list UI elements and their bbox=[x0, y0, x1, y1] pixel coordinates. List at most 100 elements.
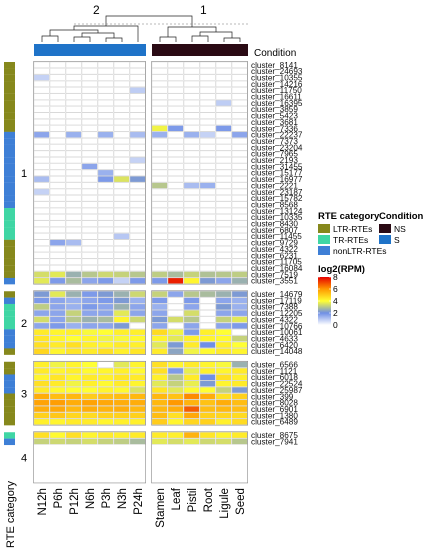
heatmap-cell bbox=[49, 163, 66, 170]
heatmap-cell bbox=[49, 182, 66, 189]
heatmap-cell bbox=[113, 310, 130, 317]
heatmap-cell bbox=[151, 226, 168, 234]
heatmap-cell bbox=[81, 226, 98, 234]
column-label: Stamen bbox=[155, 488, 167, 528]
heatmap-cell bbox=[65, 99, 82, 107]
heatmap-cell bbox=[49, 112, 66, 119]
rte-side-cell bbox=[4, 291, 15, 298]
heatmap-cell bbox=[215, 341, 232, 348]
heatmap-cell bbox=[231, 258, 248, 265]
heatmap-cell bbox=[129, 335, 146, 342]
heatmap-cell bbox=[183, 214, 200, 221]
row-label: cluster_16611 bbox=[251, 93, 302, 102]
row-label: cluster_4633 bbox=[251, 334, 298, 343]
row-group-labels: 1 2 3 4 bbox=[21, 168, 27, 465]
heatmap-cell bbox=[129, 297, 146, 304]
heatmap-cell bbox=[113, 399, 130, 406]
heatmap-cell bbox=[151, 297, 168, 304]
heatmap-cell bbox=[49, 277, 66, 284]
heatmap-cell bbox=[183, 303, 200, 310]
heatmap-cell bbox=[33, 80, 50, 88]
row-label: cluster_10061 bbox=[251, 328, 303, 337]
heatmap-cell bbox=[65, 329, 82, 336]
heatmap-cell bbox=[199, 361, 216, 368]
heatmap-cell bbox=[215, 399, 232, 406]
heatmap-cell bbox=[97, 68, 114, 75]
heatmap-cell bbox=[33, 112, 50, 119]
rte-legend-swatch bbox=[318, 224, 330, 233]
heatmap-cell bbox=[183, 61, 200, 68]
heatmap-cell bbox=[129, 341, 146, 348]
heatmap-cell bbox=[129, 207, 146, 215]
heatmap-cell bbox=[113, 341, 130, 348]
heatmap-cell bbox=[199, 291, 216, 298]
heatmap-cell bbox=[113, 297, 130, 304]
heatmap-cell bbox=[215, 214, 232, 221]
heatmap-cell bbox=[49, 432, 66, 439]
heatmap-cell bbox=[151, 176, 168, 183]
rte-side-cell bbox=[4, 393, 15, 400]
heatmap-cell bbox=[167, 118, 184, 126]
heatmap-cell bbox=[215, 374, 232, 381]
column-label: N12h bbox=[37, 488, 49, 516]
colorbar-title: log2(RPM) bbox=[318, 264, 365, 275]
heatmap-cell bbox=[129, 93, 146, 100]
heatmap-cell bbox=[215, 393, 232, 400]
rte-side-cell bbox=[4, 220, 15, 228]
heatmap-cell bbox=[97, 87, 114, 94]
rte-side-cell bbox=[4, 368, 15, 375]
heatmap-cell bbox=[65, 207, 82, 215]
heatmap-cell bbox=[113, 68, 130, 75]
heatmap-cell bbox=[199, 176, 216, 183]
heatmap-cell bbox=[33, 176, 50, 183]
heatmap-cell bbox=[113, 406, 130, 413]
heatmap-cell bbox=[49, 399, 66, 406]
heatmap-cell bbox=[81, 277, 98, 284]
heatmap-cell bbox=[129, 374, 146, 381]
heatmap-cell bbox=[151, 93, 168, 100]
row-label: cluster_15782 bbox=[251, 194, 303, 203]
heatmap-cell bbox=[49, 245, 66, 253]
heatmap-cell bbox=[215, 245, 232, 253]
row-label: cluster_6231 bbox=[251, 251, 298, 260]
heatmap-cell bbox=[167, 277, 184, 284]
dendrogram-link bbox=[199, 31, 233, 38]
heatmap-cell bbox=[81, 214, 98, 221]
heatmap-cell bbox=[231, 386, 248, 394]
heatmap-cell bbox=[215, 169, 232, 176]
rte-side-cell bbox=[4, 125, 15, 132]
heatmap-cell bbox=[183, 157, 200, 164]
heatmap-cell bbox=[151, 144, 168, 151]
heatmap-cell bbox=[231, 335, 248, 342]
heatmap-cell bbox=[97, 157, 114, 164]
heatmap-cell bbox=[49, 386, 66, 394]
heatmap-cell bbox=[231, 163, 248, 170]
heatmap-cell bbox=[33, 245, 50, 253]
heatmap-cell bbox=[97, 341, 114, 348]
heatmap-cell bbox=[113, 93, 130, 100]
heatmap-cell bbox=[49, 361, 66, 368]
rte-side-cell bbox=[4, 310, 15, 317]
heatmap-cell bbox=[33, 106, 50, 113]
heatmap-cell bbox=[167, 297, 184, 304]
heatmap-cell bbox=[231, 432, 248, 439]
heatmap-cell bbox=[33, 406, 50, 413]
heatmap-cell bbox=[113, 361, 130, 368]
column-label: N6h bbox=[85, 488, 97, 509]
heatmap-cell bbox=[97, 182, 114, 189]
heatmap-cell bbox=[231, 99, 248, 107]
heatmap-cell bbox=[65, 131, 82, 138]
heatmap-cell bbox=[81, 361, 98, 368]
heatmap-cell bbox=[183, 226, 200, 234]
heatmap-cell bbox=[199, 195, 216, 202]
heatmap-cell bbox=[97, 106, 114, 113]
heatmap-cell bbox=[65, 310, 82, 317]
heatmap-cell bbox=[183, 118, 200, 126]
heatmap-cell bbox=[81, 335, 98, 342]
heatmap-cell bbox=[113, 271, 130, 278]
column-label: P12h bbox=[69, 488, 81, 515]
rte-side-cell bbox=[4, 87, 15, 94]
heatmap-cell bbox=[199, 169, 216, 176]
heatmap-cell bbox=[65, 265, 82, 272]
rte-side-cell bbox=[4, 214, 15, 221]
